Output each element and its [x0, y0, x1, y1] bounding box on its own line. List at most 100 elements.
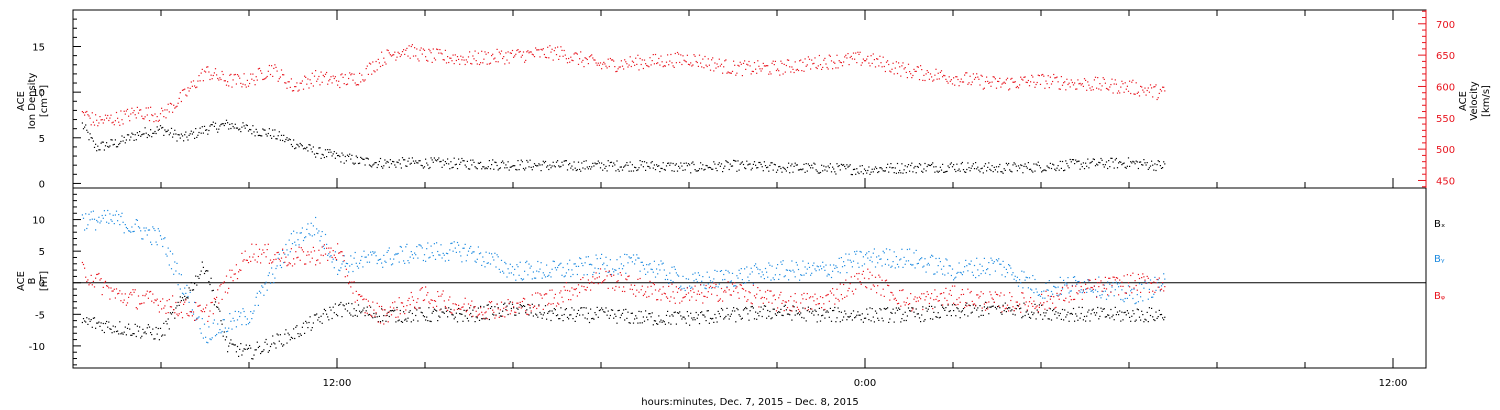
bx-point — [415, 314, 417, 317]
bz-point — [588, 282, 591, 284]
velocity-point — [359, 72, 361, 74]
bx-point — [366, 306, 368, 308]
density-point — [825, 166, 827, 168]
bz-point — [888, 285, 890, 287]
velocity-point — [944, 75, 946, 77]
by-point — [892, 261, 894, 263]
bx-point — [191, 289, 193, 291]
density-point — [958, 168, 960, 170]
bx-point — [150, 332, 152, 334]
velocity-point — [335, 80, 338, 82]
by-point — [255, 296, 257, 298]
bz-point — [587, 279, 589, 281]
density-point — [570, 167, 572, 169]
density-point — [276, 138, 278, 140]
density-point — [792, 171, 794, 173]
density-point — [117, 146, 119, 148]
bz-point — [663, 292, 665, 294]
density-point — [1080, 163, 1082, 165]
bz-point — [740, 284, 742, 286]
by-point — [300, 232, 302, 234]
density-point — [900, 172, 902, 174]
bx-point — [763, 305, 765, 307]
density-point — [1131, 162, 1133, 164]
bx-point — [206, 270, 208, 272]
density-point — [856, 168, 858, 170]
density-point — [1047, 166, 1049, 168]
bx-point — [900, 321, 902, 323]
by-point — [1136, 294, 1138, 296]
density-point — [1142, 164, 1144, 166]
bx-point — [1118, 314, 1120, 316]
by-point — [1023, 271, 1025, 273]
bz-point — [536, 307, 538, 310]
by-point — [957, 271, 959, 273]
bx-point — [1032, 314, 1034, 316]
bz-point — [366, 312, 368, 314]
bx-point — [1045, 312, 1047, 314]
bz-point — [539, 293, 541, 295]
bz-point — [156, 298, 158, 300]
density-point — [154, 130, 156, 133]
bz-point — [628, 275, 630, 277]
velocity-point — [221, 70, 223, 73]
density-point — [329, 149, 331, 151]
bx-point — [598, 309, 600, 312]
by-point — [868, 251, 870, 253]
by-point — [819, 265, 822, 267]
density-point — [861, 165, 863, 167]
density-point — [389, 159, 391, 161]
by-point — [850, 261, 852, 263]
bz-point — [456, 308, 459, 310]
bx-point — [403, 311, 405, 313]
bz-point — [425, 286, 427, 288]
bz-point — [365, 298, 367, 300]
by-point — [999, 263, 1001, 265]
bz-point — [229, 269, 231, 271]
density-point — [524, 169, 526, 171]
velocity-point — [669, 60, 671, 62]
by-point — [511, 266, 514, 268]
bx-point — [1058, 315, 1060, 317]
bx-point — [844, 310, 846, 312]
by-point — [665, 274, 668, 276]
velocity-point — [796, 68, 798, 70]
bz-point — [585, 289, 587, 291]
velocity-point — [181, 89, 184, 91]
by-point — [1124, 297, 1126, 300]
density-point — [954, 168, 956, 171]
density-point — [1032, 171, 1034, 173]
bx-point — [851, 319, 853, 321]
bz-point — [913, 298, 915, 300]
bx-point — [549, 310, 551, 312]
bz-point — [939, 293, 941, 295]
by-point — [594, 267, 596, 269]
velocity-point — [99, 116, 101, 118]
bx-point — [703, 314, 705, 316]
density-point — [176, 140, 178, 142]
velocity-point — [253, 79, 255, 82]
velocity-point — [828, 54, 830, 56]
by-point — [579, 257, 581, 259]
velocity-point — [713, 70, 715, 72]
bx-point — [669, 315, 671, 317]
density-point — [891, 167, 893, 169]
bz-point — [181, 317, 184, 319]
by-point — [918, 259, 921, 261]
by-point — [975, 277, 977, 279]
velocity-point — [1024, 76, 1026, 78]
density-point — [966, 168, 968, 171]
velocity-point — [606, 67, 608, 69]
by-point — [194, 301, 196, 303]
bz-point — [519, 301, 521, 303]
bx-point — [874, 310, 877, 312]
by-point — [141, 238, 143, 240]
density-point — [1075, 159, 1077, 161]
by-point — [103, 210, 105, 212]
bz-point — [518, 306, 520, 308]
velocity-point — [195, 87, 197, 89]
by-point — [888, 264, 890, 266]
by-point — [352, 270, 354, 273]
bz-point — [990, 294, 992, 296]
by-point — [463, 247, 465, 249]
